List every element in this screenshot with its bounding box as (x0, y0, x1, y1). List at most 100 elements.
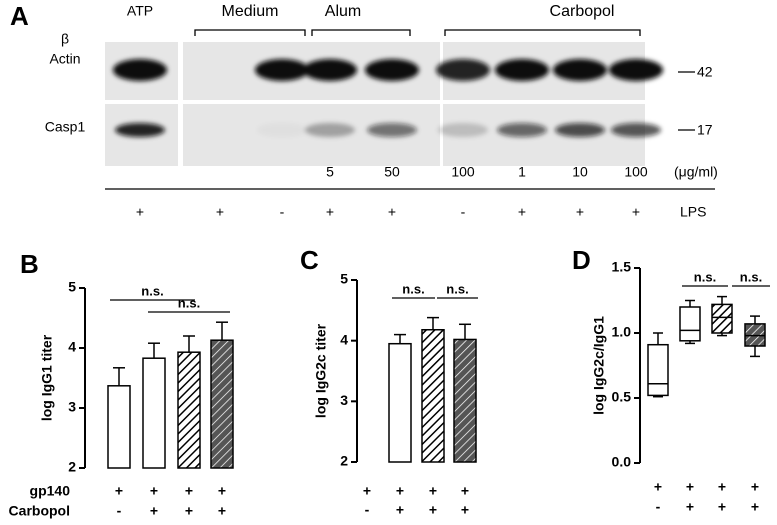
row-label: gp140 (30, 483, 71, 499)
box (647, 343, 669, 397)
bar (142, 357, 166, 469)
y-tick-label: 5 (68, 279, 76, 295)
row-sign: + (751, 499, 759, 515)
y-tick-label: 4 (340, 331, 348, 347)
panel-label: C (300, 245, 319, 275)
casp1-band (497, 123, 547, 137)
row-label: Casp1 (45, 119, 86, 135)
actin-band (303, 59, 357, 81)
box (679, 306, 701, 342)
annotation: n.s. (402, 281, 424, 296)
group-label: ATP (127, 3, 153, 19)
actin-band (553, 59, 607, 81)
group-label: Alum (325, 3, 361, 20)
lps-label: LPS (680, 204, 706, 220)
bands (113, 59, 663, 137)
actin-band (495, 59, 549, 81)
lps-sign: - (280, 204, 285, 220)
concentration: 100 (451, 164, 475, 180)
row-sign: + (461, 483, 469, 499)
lps-sign: + (518, 204, 526, 220)
concentration: 10 (572, 164, 588, 180)
row-sign: + (429, 502, 437, 518)
row-sign: - (656, 499, 661, 515)
actin-band (255, 59, 309, 81)
casp1-band (367, 123, 417, 137)
box (711, 303, 733, 334)
lps-sign: + (388, 204, 396, 220)
group-label: Carbopol (550, 3, 615, 20)
actin-band (365, 59, 419, 81)
concentration: 100 (624, 164, 648, 180)
panel-label: A (10, 1, 29, 31)
row-sign: + (218, 483, 226, 499)
y-axis-label: log IgG1 titer (39, 334, 55, 421)
row-sign: - (117, 503, 122, 519)
casp1-band (555, 123, 605, 137)
row-sign: + (363, 483, 371, 499)
y-axis-label: log IgG2c/IgG1 (591, 316, 607, 415)
lps-sign: + (576, 204, 584, 220)
row-sign: + (718, 499, 726, 515)
group-label: Medium (222, 3, 279, 20)
annotation: n.s. (178, 295, 200, 310)
row-sign: + (150, 503, 158, 519)
y-tick-label: 0.0 (612, 454, 632, 470)
actin-band (436, 59, 490, 81)
row-sign: + (115, 483, 123, 499)
concentration: 5 (326, 164, 334, 180)
row-sign: + (461, 502, 469, 518)
unit-label: (μg/ml) (674, 164, 718, 180)
annotation: n.s. (141, 283, 163, 298)
bar (210, 339, 234, 469)
row-sign: + (751, 479, 759, 495)
row-sign: + (686, 499, 694, 515)
y-tick-label: 0.5 (612, 389, 632, 405)
row-label: β (61, 31, 69, 47)
row-sign: + (718, 479, 726, 495)
bar (388, 342, 412, 463)
bar (107, 385, 131, 469)
lps-sign: - (461, 204, 466, 220)
bar (421, 328, 445, 463)
row-sign: + (185, 503, 193, 519)
y-tick-label: 4 (68, 339, 76, 355)
casp1-band (305, 123, 355, 137)
lps-sign: + (632, 204, 640, 220)
row-sign: - (365, 502, 370, 518)
brackets (194, 29, 641, 36)
blot-strips (105, 42, 645, 166)
concentration: 1 (518, 164, 526, 180)
actin-band (113, 59, 167, 81)
y-tick-label: 3 (340, 392, 348, 408)
y-axis-label: log IgG2c titer (313, 323, 329, 418)
bar (177, 351, 201, 469)
row-sign: + (429, 483, 437, 499)
bar (453, 338, 477, 463)
annotation: n.s. (694, 269, 716, 284)
panel-label: B (20, 249, 39, 279)
marker-label: 42 (697, 64, 713, 80)
row-sign: + (150, 483, 158, 499)
row-label: Carbopol (9, 503, 70, 519)
row-sign: + (185, 483, 193, 499)
panel-label: D (572, 245, 591, 275)
y-tick-label: 1.5 (612, 259, 632, 275)
row-sign: + (654, 479, 662, 495)
row-sign: + (396, 483, 404, 499)
lps-sign: + (136, 204, 144, 220)
y-tick-label: 5 (340, 271, 348, 287)
row-sign: + (218, 503, 226, 519)
casp1-band (257, 123, 307, 137)
y-tick-label: 2 (340, 453, 348, 469)
concentration: 50 (384, 164, 400, 180)
lps-sign: + (326, 204, 334, 220)
row-sign: + (396, 502, 404, 518)
casp1-band (438, 123, 488, 137)
annotation: n.s. (446, 281, 468, 296)
lps-sign: + (216, 204, 224, 220)
marker-label: 17 (697, 122, 713, 138)
casp1-band (611, 123, 661, 137)
y-tick-label: 2 (68, 459, 76, 475)
